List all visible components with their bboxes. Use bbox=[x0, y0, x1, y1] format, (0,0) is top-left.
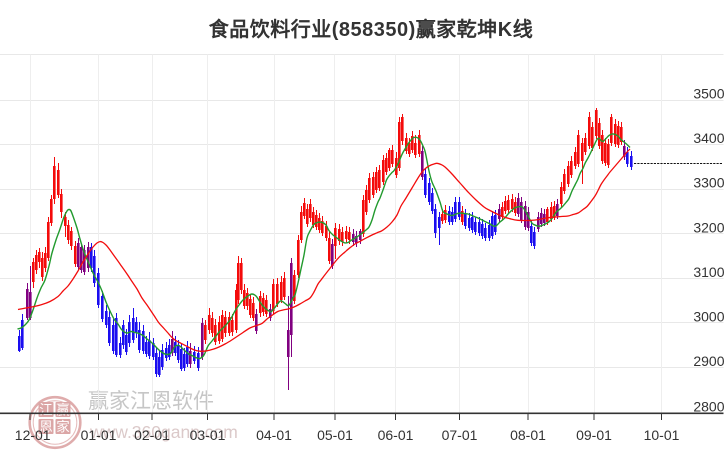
svg-text:家: 家 bbox=[56, 419, 70, 435]
svg-text:3000: 3000 bbox=[693, 308, 724, 324]
svg-text:12-01: 12-01 bbox=[15, 427, 51, 443]
svg-text:江: 江 bbox=[39, 403, 53, 418]
svg-text:3100: 3100 bbox=[693, 264, 724, 280]
svg-text:06-01: 06-01 bbox=[378, 427, 414, 443]
svg-text:2900: 2900 bbox=[693, 353, 724, 369]
svg-text:恩: 恩 bbox=[39, 420, 53, 435]
svg-text:3400: 3400 bbox=[693, 130, 724, 146]
svg-text:赢家江恩软件: 赢家江恩软件 bbox=[88, 390, 214, 413]
svg-text:03-01: 03-01 bbox=[190, 427, 226, 443]
svg-text:赢: 赢 bbox=[56, 402, 70, 418]
svg-text:05-01: 05-01 bbox=[317, 427, 353, 443]
svg-text:2800: 2800 bbox=[693, 398, 724, 414]
svg-text:3200: 3200 bbox=[693, 219, 724, 235]
svg-text:3300: 3300 bbox=[693, 175, 724, 191]
svg-text:09-01: 09-01 bbox=[576, 427, 612, 443]
svg-text:www.360gann.com: www.360gann.com bbox=[89, 422, 238, 442]
svg-text:02-01: 02-01 bbox=[134, 427, 170, 443]
svg-text:07-01: 07-01 bbox=[442, 427, 478, 443]
svg-text:10-01: 10-01 bbox=[644, 427, 680, 443]
svg-text:3500: 3500 bbox=[693, 85, 724, 101]
svg-text:08-01: 08-01 bbox=[510, 427, 546, 443]
svg-text:01-01: 01-01 bbox=[81, 427, 117, 443]
svg-text:04-01: 04-01 bbox=[256, 427, 292, 443]
